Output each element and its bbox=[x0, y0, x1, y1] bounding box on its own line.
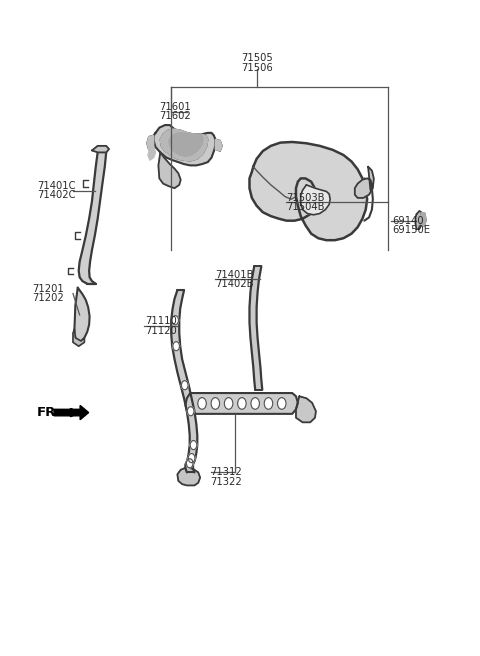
Polygon shape bbox=[171, 290, 197, 472]
Circle shape bbox=[251, 398, 260, 409]
Circle shape bbox=[172, 316, 179, 325]
Text: 71401C: 71401C bbox=[37, 181, 75, 191]
Text: 71506: 71506 bbox=[241, 63, 273, 73]
Text: 71110: 71110 bbox=[145, 316, 177, 327]
Circle shape bbox=[181, 380, 188, 390]
Polygon shape bbox=[74, 288, 90, 341]
Polygon shape bbox=[169, 133, 203, 156]
Text: 71504B: 71504B bbox=[287, 202, 325, 212]
Polygon shape bbox=[355, 167, 374, 198]
Text: 71120: 71120 bbox=[145, 325, 177, 336]
Text: FR.: FR. bbox=[37, 406, 62, 419]
Polygon shape bbox=[148, 147, 156, 160]
Circle shape bbox=[173, 342, 180, 351]
Polygon shape bbox=[160, 129, 208, 161]
Text: 71601: 71601 bbox=[159, 102, 191, 112]
Polygon shape bbox=[147, 136, 154, 150]
Polygon shape bbox=[154, 125, 216, 165]
Polygon shape bbox=[250, 142, 367, 240]
Circle shape bbox=[187, 407, 194, 416]
Polygon shape bbox=[73, 329, 84, 346]
Text: 71602: 71602 bbox=[159, 111, 191, 121]
Text: 69150E: 69150E bbox=[392, 225, 430, 235]
FancyArrow shape bbox=[54, 405, 89, 420]
Circle shape bbox=[186, 459, 193, 468]
Text: 71402B: 71402B bbox=[216, 279, 254, 289]
Polygon shape bbox=[301, 185, 330, 215]
Polygon shape bbox=[416, 211, 422, 229]
Polygon shape bbox=[216, 139, 222, 151]
Polygon shape bbox=[178, 468, 200, 485]
Text: 71322: 71322 bbox=[211, 476, 242, 487]
Text: 71402C: 71402C bbox=[37, 190, 75, 200]
Circle shape bbox=[190, 441, 197, 449]
Circle shape bbox=[211, 398, 219, 409]
Circle shape bbox=[188, 453, 195, 462]
Circle shape bbox=[198, 398, 206, 409]
Text: 71401B: 71401B bbox=[216, 270, 254, 279]
Polygon shape bbox=[185, 393, 298, 414]
Text: 71505: 71505 bbox=[241, 53, 273, 63]
Circle shape bbox=[264, 398, 273, 409]
Text: 71503B: 71503B bbox=[287, 193, 325, 203]
Text: 71201: 71201 bbox=[32, 284, 64, 294]
Circle shape bbox=[238, 398, 246, 409]
Text: 71312: 71312 bbox=[211, 467, 242, 478]
Text: 71202: 71202 bbox=[32, 293, 64, 303]
Polygon shape bbox=[158, 152, 180, 188]
Polygon shape bbox=[79, 152, 106, 284]
Polygon shape bbox=[250, 266, 262, 390]
Circle shape bbox=[224, 398, 233, 409]
Polygon shape bbox=[92, 146, 109, 152]
Circle shape bbox=[277, 398, 286, 409]
Polygon shape bbox=[421, 213, 426, 226]
Polygon shape bbox=[296, 396, 316, 422]
Text: 69140: 69140 bbox=[392, 216, 423, 226]
